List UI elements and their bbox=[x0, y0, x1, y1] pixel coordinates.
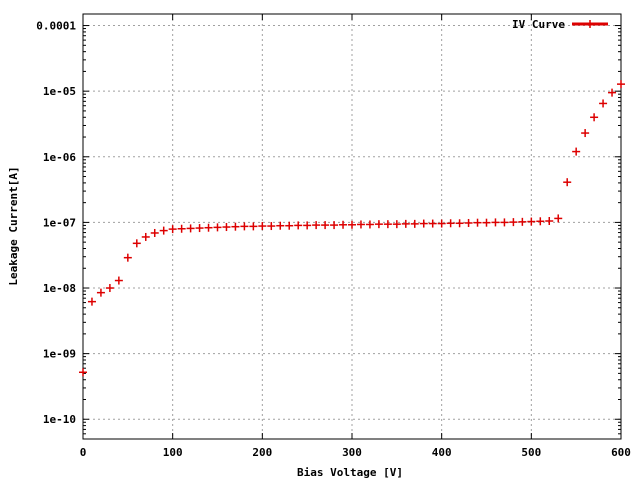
data-point bbox=[231, 222, 240, 231]
data-point bbox=[222, 223, 231, 232]
grid-lines bbox=[83, 14, 621, 439]
data-point bbox=[150, 228, 159, 237]
y-tick-label: 1e-08 bbox=[43, 282, 76, 295]
data-point bbox=[419, 219, 428, 228]
data-point bbox=[473, 218, 482, 227]
data-point bbox=[446, 219, 455, 228]
data-point bbox=[491, 218, 500, 227]
data-point bbox=[123, 253, 132, 262]
data-point bbox=[114, 276, 123, 285]
data-point bbox=[401, 219, 410, 228]
data-point bbox=[365, 220, 374, 229]
data-point bbox=[258, 222, 267, 231]
data-point bbox=[428, 219, 437, 228]
data-point bbox=[482, 218, 491, 227]
legend: IV Curve bbox=[512, 18, 608, 31]
data-point bbox=[545, 217, 554, 226]
data-point bbox=[168, 225, 177, 234]
data-point bbox=[213, 223, 222, 232]
data-point bbox=[348, 220, 356, 229]
data-point bbox=[204, 223, 213, 232]
legend-marker bbox=[586, 20, 594, 28]
data-point bbox=[527, 217, 536, 226]
data-point bbox=[105, 284, 114, 293]
data-point bbox=[339, 220, 348, 229]
axis-ticks: 0 100 200 300 400 500 600 1e-10 1e-09 1e-08 1e-07 1… bbox=[36, 14, 631, 459]
data-point bbox=[356, 220, 365, 229]
x-tick-label: 600 bbox=[611, 446, 631, 459]
data-point bbox=[79, 368, 87, 377]
data-point bbox=[195, 224, 204, 233]
data-point bbox=[285, 221, 294, 230]
data-point bbox=[249, 222, 258, 231]
data-point bbox=[518, 217, 527, 226]
y-tick-label: 1e-07 bbox=[43, 216, 76, 229]
data-point bbox=[464, 218, 473, 227]
data-point bbox=[383, 220, 392, 229]
data-point bbox=[267, 222, 276, 231]
x-tick-label: 0 bbox=[80, 446, 87, 459]
x-tick-label: 300 bbox=[342, 446, 362, 459]
data-point bbox=[132, 239, 141, 248]
y-tick-label: 1e-10 bbox=[43, 413, 76, 426]
data-point bbox=[590, 113, 599, 122]
data-point bbox=[141, 232, 150, 241]
data-point bbox=[312, 221, 321, 230]
x-tick-label: 200 bbox=[252, 446, 272, 459]
x-axis-title: Bias Voltage [V] bbox=[297, 466, 403, 479]
y-axis-title: Leakage Current[A] bbox=[7, 166, 20, 285]
data-point bbox=[294, 221, 303, 230]
x-tick-label: 500 bbox=[521, 446, 541, 459]
data-point bbox=[608, 88, 617, 97]
data-point bbox=[240, 222, 249, 231]
x-tick-label: 400 bbox=[432, 446, 452, 459]
data-point bbox=[177, 224, 186, 233]
data-point bbox=[599, 99, 608, 108]
data-point bbox=[500, 218, 509, 227]
data-point bbox=[321, 221, 330, 230]
y-tick-label: 1e-05 bbox=[43, 85, 76, 98]
data-point bbox=[455, 219, 464, 228]
y-tick-label: 0.0001 bbox=[36, 20, 76, 33]
y-tick-label: 1e-09 bbox=[43, 348, 76, 361]
data-point bbox=[330, 221, 339, 230]
data-point bbox=[509, 218, 518, 227]
legend-label: IV Curve bbox=[512, 18, 565, 31]
data-point bbox=[303, 221, 312, 230]
data-point bbox=[87, 297, 96, 306]
data-point bbox=[563, 178, 572, 187]
series-points bbox=[79, 80, 625, 377]
data-point bbox=[410, 219, 419, 228]
data-point bbox=[159, 226, 168, 235]
data-point bbox=[554, 214, 563, 223]
data-point bbox=[536, 217, 545, 226]
x-tick-label: 100 bbox=[163, 446, 183, 459]
data-point bbox=[186, 224, 195, 233]
data-point bbox=[374, 220, 383, 229]
data-point bbox=[617, 80, 625, 89]
data-point bbox=[572, 147, 581, 156]
data-point bbox=[392, 220, 401, 229]
data-point bbox=[276, 221, 285, 230]
y-tick-label: 1e-06 bbox=[43, 151, 76, 164]
data-point bbox=[437, 219, 446, 228]
data-point bbox=[581, 129, 590, 138]
data-point bbox=[96, 288, 105, 297]
